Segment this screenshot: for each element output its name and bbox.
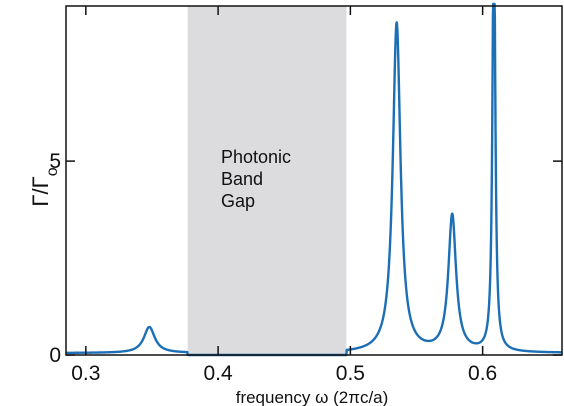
band-gap-label: Photonic Band Gap (221, 147, 291, 211)
x-tick-label-3: 0.6 (468, 362, 497, 385)
x-tick-label-2: 0.5 (336, 362, 365, 385)
band-gap-region (187, 6, 347, 355)
tick-labels: 0.3 0.4 0.5 0.6 0 5 (49, 150, 497, 385)
plot-frame (65, 5, 563, 356)
band-gap-label-line-2: Band (221, 169, 263, 189)
x-tick-label-0: 0.3 (71, 362, 100, 385)
y-tick-label-0: 0 (49, 344, 61, 367)
band-gap-label-line-1: Photonic (221, 147, 291, 167)
svg-text:Γ/Γo: Γ/Γo (28, 167, 61, 206)
y-tick-label-1: 5 (49, 150, 61, 173)
y-axis-label-main: Γ/Γ (28, 176, 53, 206)
axis-ticks (66, 6, 562, 356)
y-axis-label-subscript: o (44, 167, 61, 176)
x-axis-label: frequency ω (2πc/a) (236, 388, 389, 406)
band-gap-label-line-3: Gap (221, 191, 255, 211)
y-axis-label: Γ/Γo (28, 167, 61, 206)
x-tick-label-1: 0.4 (204, 362, 234, 385)
